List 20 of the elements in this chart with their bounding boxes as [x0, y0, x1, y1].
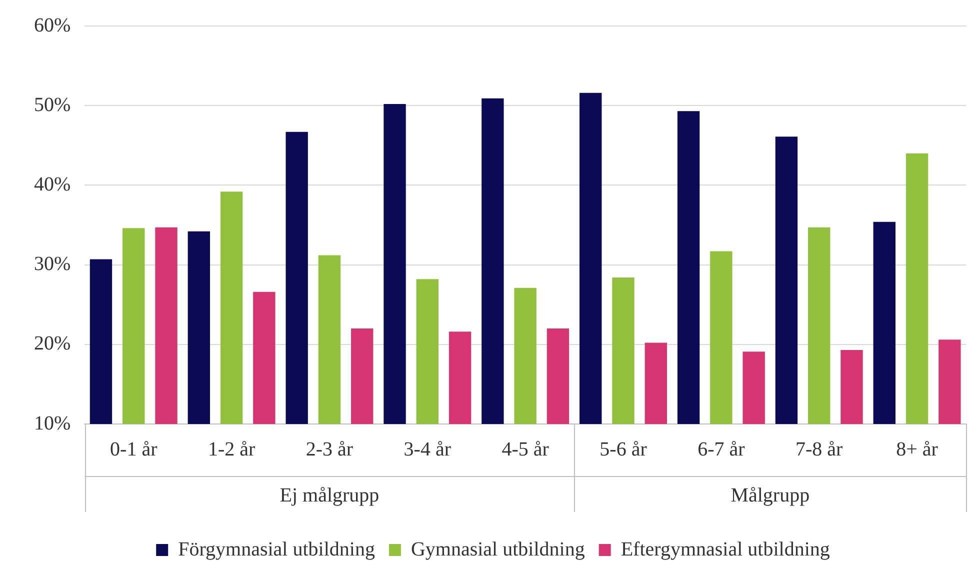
- x-tick-label: 8+ år: [896, 438, 938, 460]
- text: Målgrupp: [730, 484, 810, 506]
- x-tick-label: 3-4 år: [404, 438, 452, 460]
- y-tick-label: 20%: [34, 332, 71, 355]
- y-tick-label: 40%: [34, 173, 71, 196]
- y-tick-label: 50%: [34, 94, 71, 116]
- y-tick-label: 60%: [34, 14, 71, 36]
- x-tick-label: 5-6 år: [600, 438, 648, 460]
- x-tick-label: 4-5 år: [502, 438, 550, 460]
- legend-label: Gymnasial utbildning: [410, 538, 585, 560]
- y-tick-label: 30%: [34, 253, 71, 276]
- legend-label: Förgymnasial utbildning: [178, 538, 375, 560]
- y-tick-label: 10%: [34, 412, 71, 434]
- x-tick-label: 7-8 år: [796, 438, 844, 460]
- x-tick-label: 6-7 år: [698, 438, 746, 460]
- x-tick-label: 0-1 år: [110, 438, 158, 460]
- legend-label: Eftergymnasial utbildning: [620, 538, 830, 560]
- text: Ej målgrupp: [280, 484, 380, 506]
- x-tick-label: 1-2 år: [208, 438, 256, 460]
- x-tick-label: 2-3 år: [306, 438, 354, 460]
